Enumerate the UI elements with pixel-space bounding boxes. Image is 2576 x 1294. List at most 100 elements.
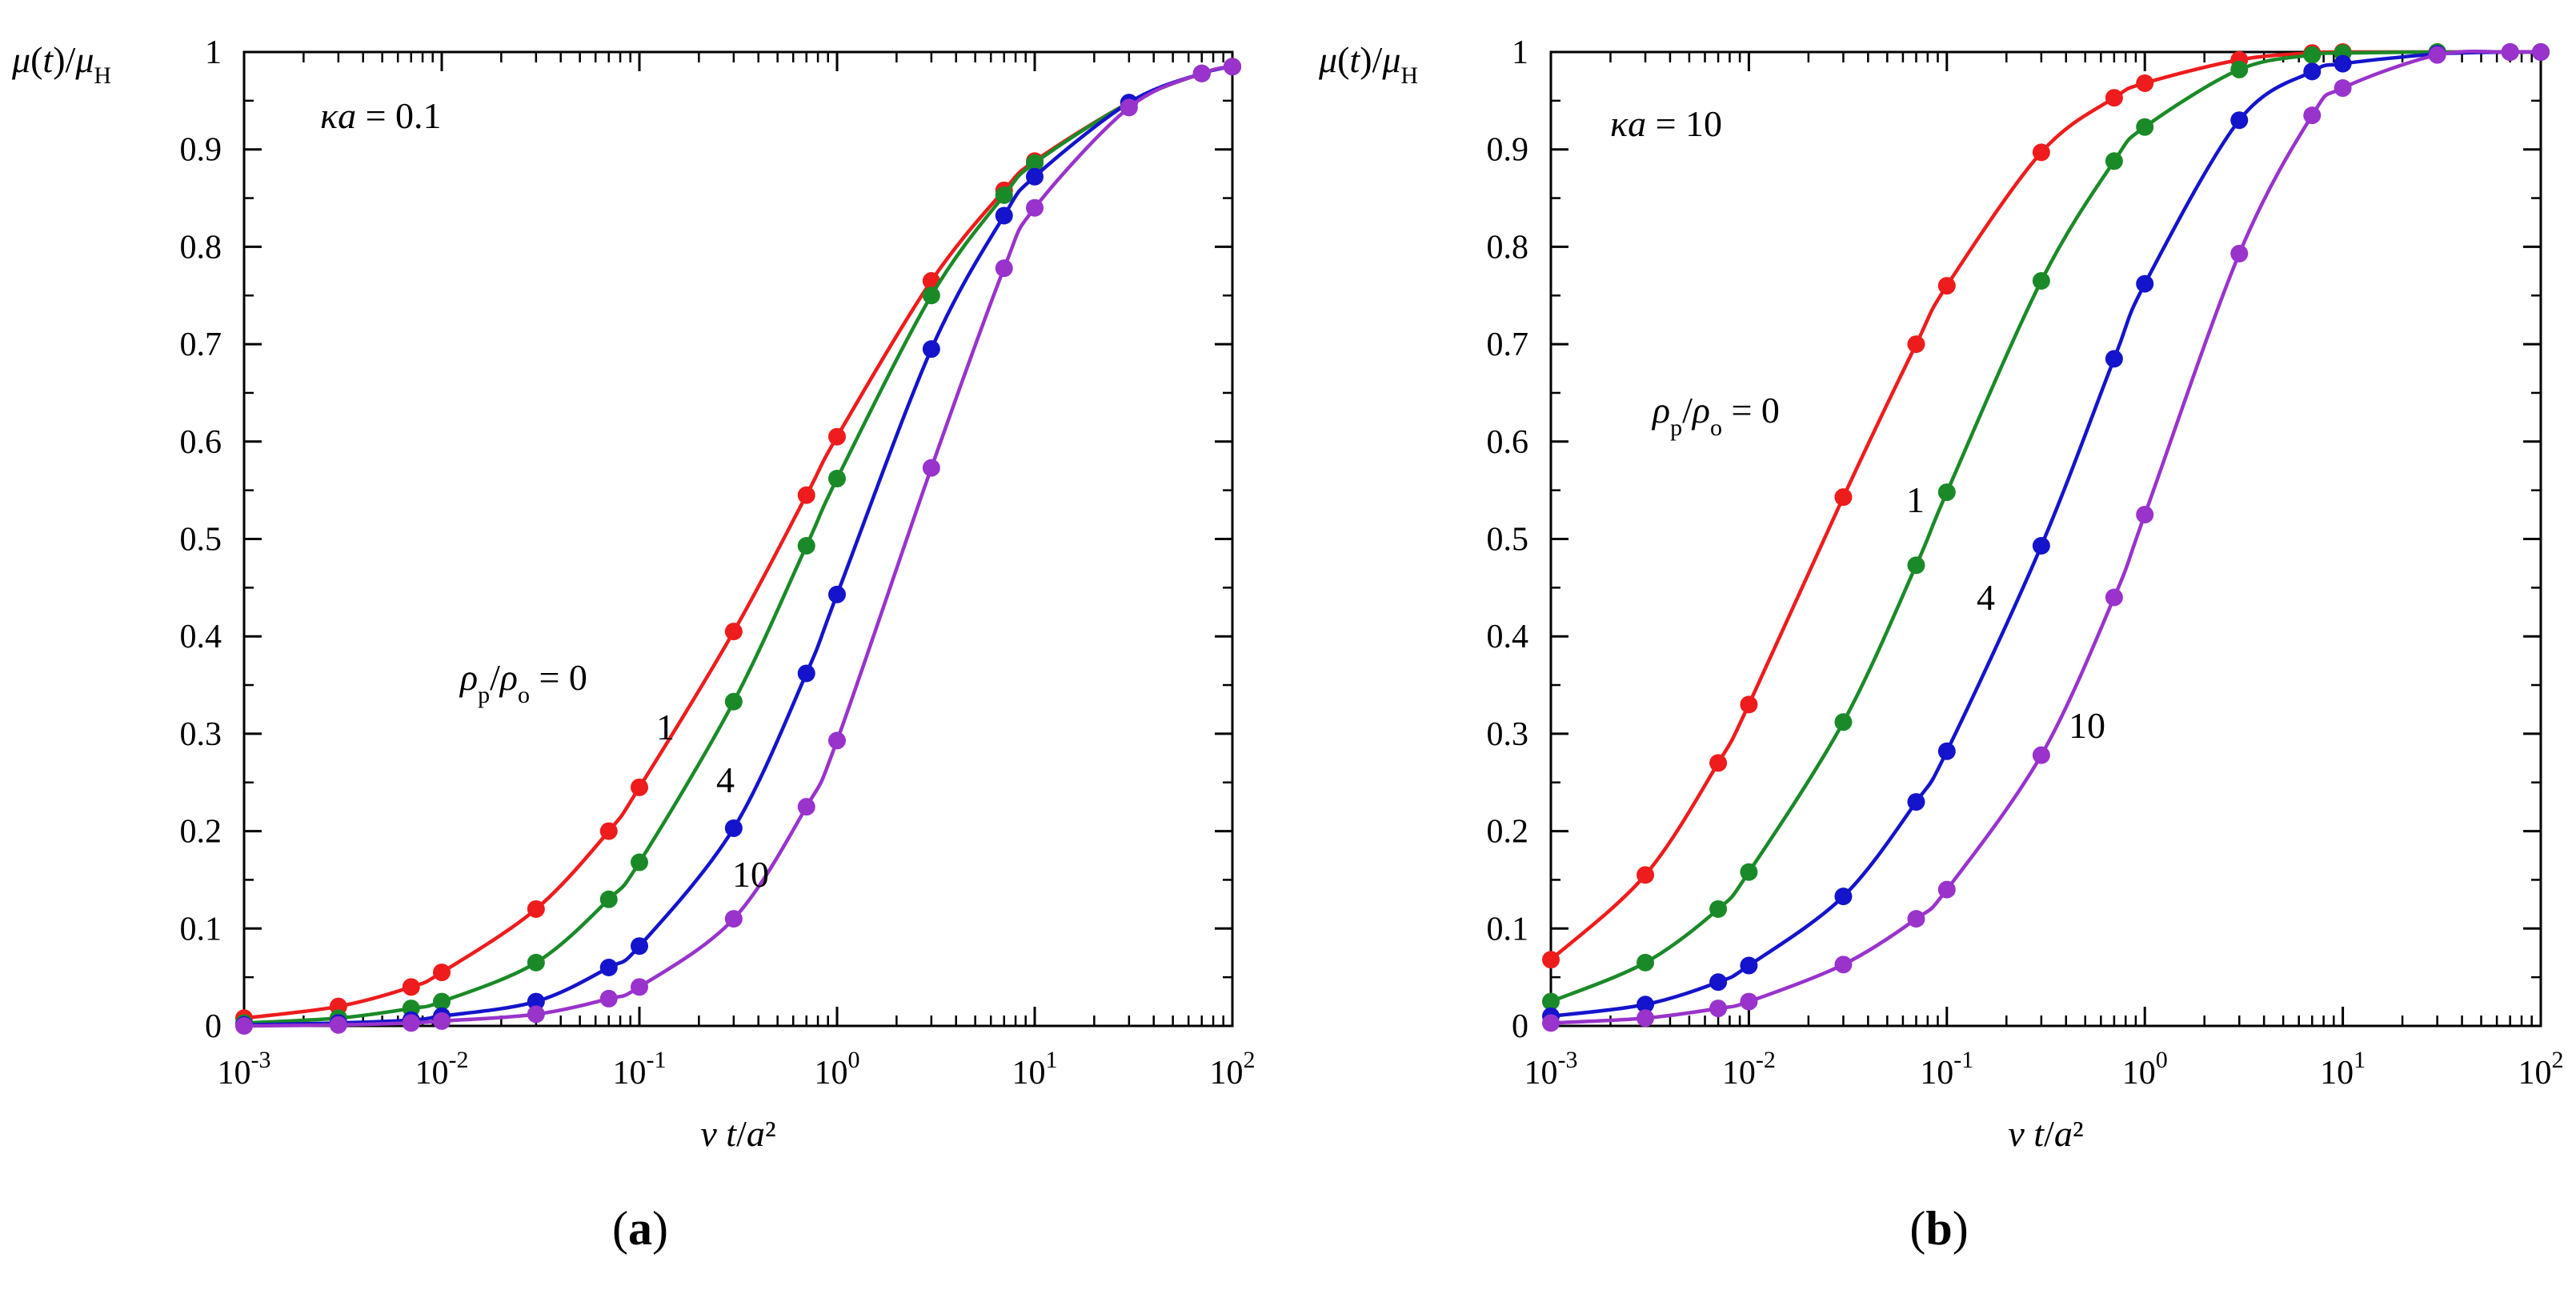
y-tick-label: 0.7 — [180, 327, 222, 363]
legend-sub-p: p — [478, 682, 490, 708]
y-label-mu: μ — [74, 39, 94, 80]
x-tick-label: 101 — [2320, 1047, 2366, 1092]
legend-value: = 0 — [530, 657, 587, 698]
x-tick-label: 101 — [1012, 1047, 1058, 1092]
x-tick-label: 10-3 — [1524, 1047, 1578, 1092]
data-point-1 — [995, 186, 1013, 204]
legend-sub-o: o — [1710, 415, 1722, 441]
series-label-4: 4 — [1977, 577, 1995, 618]
panel-paren: ( — [612, 1202, 628, 1255]
x-label-square: ² — [2073, 1113, 2084, 1154]
data-point-10 — [1120, 98, 1138, 117]
y-tick-label: 0.5 — [180, 522, 222, 559]
data-point-0 — [527, 899, 545, 918]
legend-value: = 0 — [1722, 390, 1780, 431]
legend-slash: / — [1682, 390, 1693, 431]
x-tick-label: 100 — [815, 1047, 860, 1092]
data-point-1 — [1907, 556, 1925, 575]
data-point-10 — [2303, 106, 2322, 125]
data-point-10 — [433, 1012, 451, 1030]
data-point-4 — [527, 992, 545, 1011]
panel-letter: b — [1925, 1202, 1952, 1255]
data-point-10 — [2334, 79, 2352, 98]
x-tick-base: 10 — [1920, 1055, 1953, 1092]
data-point-10 — [1937, 880, 1956, 899]
y-label-mu: μ — [1381, 39, 1400, 80]
series-label-10: 10 — [2069, 705, 2105, 746]
data-point-4 — [1637, 996, 1655, 1014]
data-point-0 — [1637, 866, 1655, 884]
ka-symbol: κa — [320, 95, 356, 136]
panel-label: (a) — [612, 1202, 668, 1255]
data-point-0 — [797, 486, 815, 504]
y-label-paren: )/ — [53, 39, 75, 80]
data-point-1 — [2303, 46, 2322, 64]
y-tick-label: 1 — [205, 34, 222, 71]
data-point-10 — [2230, 244, 2249, 262]
data-point-0 — [828, 427, 846, 446]
data-point-10 — [2428, 46, 2446, 64]
data-point-1 — [1637, 953, 1655, 972]
y-label-subscript: H — [1400, 62, 1418, 89]
data-point-0 — [402, 978, 420, 996]
data-point-10 — [1026, 198, 1044, 217]
data-point-0 — [1937, 277, 1956, 295]
series-label-1: 1 — [1906, 479, 1925, 520]
data-point-10 — [922, 459, 940, 477]
series-line-1 — [1550, 50, 2541, 1004]
x-tick-exponent: -2 — [449, 1047, 469, 1073]
data-point-10 — [2136, 506, 2154, 524]
data-point-1 — [828, 470, 846, 488]
y-axis-label: μ(t)/μH — [1318, 39, 1418, 89]
x-label-a: a — [747, 1113, 765, 1154]
x-tick-base: 10 — [1524, 1055, 1558, 1092]
legend-rho: ρ — [459, 657, 478, 698]
x-tick-label: 10-1 — [1920, 1047, 1973, 1092]
y-tick-label: 0.8 — [1487, 229, 1529, 266]
series-line-4 — [1550, 50, 2542, 1019]
panel-paren: ) — [652, 1202, 668, 1255]
x-tick-label: 102 — [2518, 1047, 2564, 1092]
data-point-4 — [1834, 887, 1853, 906]
y-tick-label: 0.8 — [180, 229, 222, 266]
y-tick-label: 0.5 — [1487, 522, 1529, 559]
x-tick-label: 100 — [2122, 1047, 2168, 1092]
data-point-10 — [1834, 955, 1853, 974]
x-tick-base: 10 — [1210, 1055, 1244, 1092]
legend-sub-o: o — [518, 682, 530, 708]
legend-label: ρp/ρo = 0 — [459, 657, 587, 708]
data-point-4 — [1026, 167, 1044, 186]
x-tick-base: 10 — [415, 1055, 449, 1092]
x-tick-base: 10 — [613, 1055, 647, 1092]
y-tick-label: 0 — [205, 1008, 222, 1045]
y-label-paren: ( — [1337, 39, 1349, 80]
legend-label: ρp/ρo = 0 — [1651, 390, 1780, 441]
data-point-4 — [2032, 537, 2050, 555]
x-tick-exponent: 2 — [1244, 1047, 1256, 1073]
x-tick-exponent: -1 — [647, 1047, 667, 1073]
data-point-10 — [235, 1017, 253, 1035]
y-tick-label: 0.9 — [180, 132, 222, 169]
y-tick-label: 0.2 — [180, 814, 222, 851]
data-point-1 — [527, 953, 545, 972]
x-tick-exponent: 1 — [1046, 1047, 1058, 1073]
y-label-mu: μ — [1318, 39, 1337, 80]
data-point-10 — [1709, 1000, 1728, 1018]
data-point-1 — [724, 692, 743, 711]
x-tick-exponent: -1 — [1953, 1047, 1973, 1073]
y-label-t: t — [42, 39, 54, 80]
data-point-4 — [2230, 111, 2249, 130]
data-point-0 — [2032, 143, 2050, 162]
x-tick-base: 10 — [2122, 1055, 2156, 1092]
y-tick-label: 1 — [1512, 34, 1528, 71]
data-point-4 — [724, 819, 743, 837]
x-label-nu: ν — [700, 1113, 726, 1154]
data-point-0 — [1740, 695, 1758, 714]
legend-slash: / — [490, 657, 500, 698]
data-point-4 — [2105, 350, 2123, 368]
data-point-1 — [1740, 863, 1758, 881]
data-point-1 — [1937, 483, 1956, 502]
